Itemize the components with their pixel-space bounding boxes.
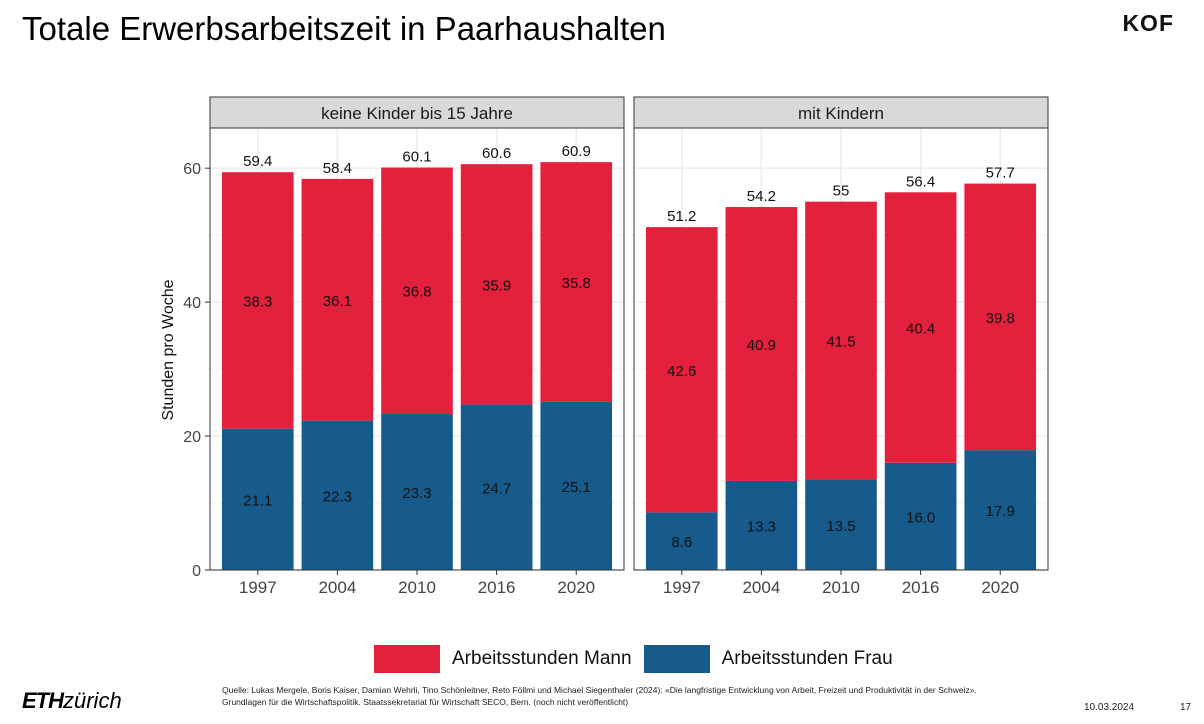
source-note: Quelle: Lukas Mergele, Boris Kaiser, Dam…	[222, 685, 977, 707]
label-total-2004: 54.2	[747, 188, 776, 205]
label-total-2010: 60.1	[402, 149, 431, 166]
bar-mann-2016	[460, 164, 533, 405]
y-tick-label-20: 20	[183, 429, 201, 446]
y-tick-label-40: 40	[183, 295, 201, 312]
bar-mann-2004	[301, 178, 374, 421]
label-mann-2004: 36.1	[323, 293, 352, 310]
panel-border	[209, 127, 625, 571]
label-mann-2004: 40.9	[747, 337, 776, 354]
legend-label-frau: Arbeitsstunden Frau	[721, 648, 893, 669]
bar-frau-2004	[725, 480, 798, 570]
bar-frau-2016	[884, 462, 957, 570]
x-tick-label-2010: 2010	[822, 578, 860, 597]
eth-logo-bold: ETH	[22, 688, 64, 713]
label-total-2020: 57.7	[986, 165, 1015, 182]
y-tick-label-60: 60	[183, 161, 201, 178]
label-total-2010: 55	[833, 183, 850, 200]
bar-frau-2010	[381, 413, 453, 570]
label-frau-2016: 24.7	[482, 480, 511, 497]
label-frau-1997: 8.6	[671, 534, 692, 551]
label-frau-2004: 13.3	[747, 518, 776, 535]
panel-mit-kindern: mit Kindern 8.6 42.6 51.2 1997 13.3 40.9 54.2 20…	[633, 96, 1049, 597]
bar-mann-1997	[645, 227, 718, 513]
label-total-2016: 60.6	[482, 145, 511, 162]
panel-border	[633, 127, 1049, 571]
label-mann-2016: 35.9	[482, 277, 511, 294]
y-tick-label-0: 0	[192, 563, 201, 580]
label-mann-2020: 35.8	[562, 275, 591, 292]
label-frau-2010: 13.5	[826, 518, 855, 535]
x-tick-label-1997: 1997	[663, 578, 701, 597]
label-mann-2016: 40.4	[906, 321, 935, 338]
bar-frau-2004	[301, 420, 374, 570]
chart-panels: keine Kinder bis 15 Jahre 21.1 38.3 59.4 199…	[183, 96, 1049, 597]
facet-strip-label: mit Kindern	[798, 104, 884, 123]
label-mann-2010: 36.8	[402, 284, 431, 301]
legend-item-frau: Arbeitsstunden Frau	[643, 645, 899, 673]
bar-mann-2020	[964, 183, 1037, 451]
label-mann-2010: 41.5	[826, 334, 855, 351]
label-total-2016: 56.4	[906, 173, 935, 190]
eth-logo-light: zürich	[63, 688, 122, 713]
facet-strip	[633, 96, 1049, 129]
label-frau-2004: 22.3	[323, 488, 352, 505]
x-tick-label-1997: 1997	[239, 578, 277, 597]
eth-zurich-logo: ETHzürich	[22, 688, 122, 714]
facet-strip-label: keine Kinder bis 15 Jahre	[321, 104, 513, 123]
x-tick-label-2004: 2004	[318, 578, 356, 597]
legend: Arbeitsstunden Mann Arbeitsstunden Frau	[374, 645, 905, 673]
x-tick-label-2016: 2016	[902, 578, 940, 597]
label-total-2020: 60.9	[562, 143, 591, 160]
label-total-1997: 59.4	[243, 153, 272, 170]
slide-date: 10.03.2024	[1084, 702, 1135, 713]
label-frau-2020: 25.1	[562, 479, 591, 496]
x-tick-label-2020: 2020	[981, 578, 1019, 597]
label-mann-1997: 38.3	[243, 293, 272, 310]
x-tick-label-2004: 2004	[742, 578, 780, 597]
slide-number: 17	[1180, 702, 1192, 713]
label-mann-2020: 39.8	[986, 310, 1015, 327]
bar-mann-2016	[884, 192, 957, 463]
label-frau-2020: 17.9	[986, 503, 1015, 520]
legend-label-mann: Arbeitsstunden Mann	[452, 648, 632, 669]
label-total-1997: 51.2	[667, 208, 696, 225]
label-frau-2016: 16.0	[906, 509, 935, 526]
kof-logo: KOF	[1122, 10, 1174, 36]
bar-mann-2004	[725, 207, 798, 481]
bar-mann-1997	[221, 172, 294, 429]
bar-frau-2016	[460, 404, 533, 570]
bar-frau-1997	[645, 512, 718, 570]
bar-frau-2010	[805, 479, 877, 570]
bar-frau-2020	[540, 401, 613, 570]
x-tick-label-2020: 2020	[557, 578, 595, 597]
label-total-2004: 58.4	[323, 160, 352, 177]
bar-mann-2020	[540, 162, 613, 402]
y-axis-title: Stunden pro Woche	[160, 279, 177, 420]
x-tick-label-2010: 2010	[398, 578, 436, 597]
legend-item-mann: Arbeitsstunden Mann	[374, 645, 638, 673]
legend-key-mann	[374, 645, 440, 673]
label-mann-1997: 42.6	[667, 363, 696, 380]
bar-mann-2010	[805, 201, 877, 480]
bar-mann-2010	[381, 167, 453, 414]
label-frau-1997: 21.1	[243, 492, 272, 509]
slide-title: Totale Erwerbsarbeitszeit in Paarhaushal…	[22, 10, 666, 47]
bar-frau-2020	[964, 450, 1037, 570]
chart: keine Kinder bis 15 Jahre 21.1 38.3 59.4 199…	[160, 96, 1049, 597]
legend-key-frau	[643, 645, 710, 673]
bar-frau-1997	[221, 428, 294, 570]
panel-keine-kinder: keine Kinder bis 15 Jahre 21.1 38.3 59.4 199…	[183, 96, 625, 597]
x-tick-label-2016: 2016	[478, 578, 516, 597]
label-frau-2010: 23.3	[402, 485, 431, 502]
